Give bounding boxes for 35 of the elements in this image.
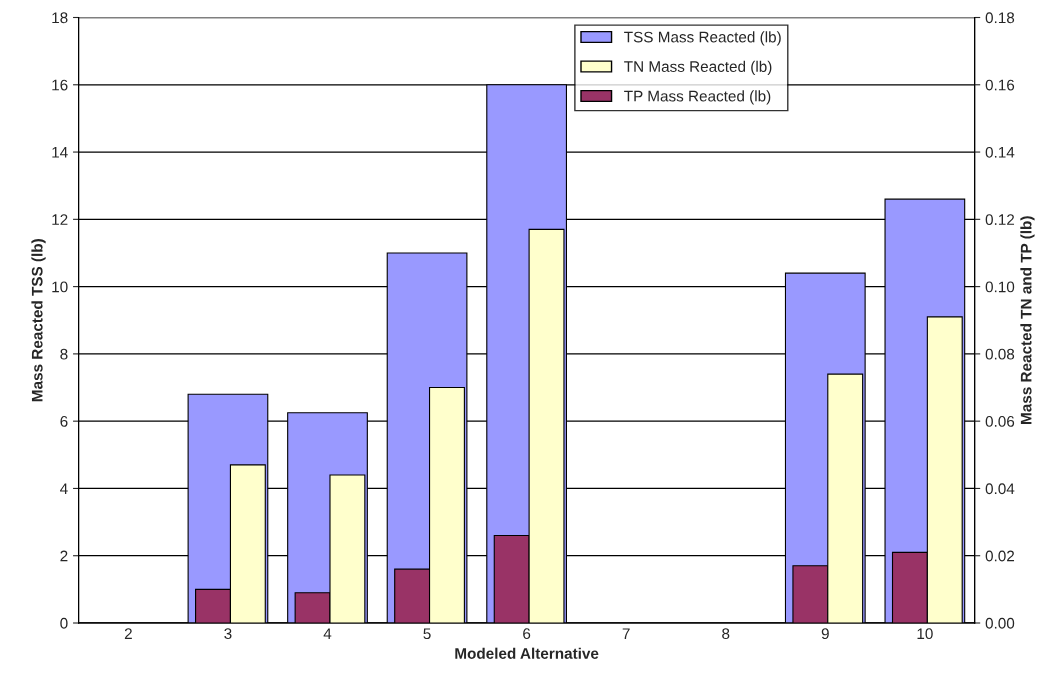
y-tick-label: 14 (52, 147, 68, 158)
y2-axis-title: Mass Reacted TN and TP (lb) (1020, 216, 1035, 424)
y-tick-label: 12 (52, 214, 68, 225)
x-tick-label: 10 (917, 628, 933, 640)
y-tick-label: 0 (60, 617, 68, 629)
x-tick-label: 8 (722, 628, 730, 640)
y2-tick-label: 0.14 (985, 146, 1015, 158)
y-axis-title: Mass Reacted TSS (lb) (31, 239, 46, 402)
y2-tick-label: 0.08 (985, 348, 1015, 360)
x-tick-label: 5 (423, 628, 431, 640)
x-tick-label: 6 (523, 628, 531, 640)
y2-tick-label: 0.04 (985, 483, 1015, 495)
legend-label: TSS Mass Reacted (lb) (624, 31, 781, 46)
y-tick-label: 18 (52, 12, 68, 24)
y2-tick-label: 0.10 (985, 281, 1015, 293)
x-tick-label: 2 (124, 628, 132, 639)
y-tick-label: 4 (60, 483, 68, 494)
x-tick-label: 9 (821, 628, 829, 640)
legend-label: TN Mass Reacted (lb) (624, 60, 772, 75)
y2-tick-label: 0.02 (985, 550, 1015, 562)
y-tick-label: 8 (60, 348, 68, 360)
x-tick-label: 4 (323, 628, 332, 639)
legend-label: TP Mass Reacted (lb) (624, 90, 771, 105)
y2-tick-label: 0.12 (985, 214, 1015, 226)
y2-tick-label: 0.18 (985, 12, 1015, 24)
y-tick-label: 6 (60, 416, 68, 427)
y-tick-label: 10 (52, 281, 68, 293)
x-tick-label: 7 (622, 628, 630, 639)
x-tick-label: 3 (224, 628, 232, 640)
y2-tick-label: 0.16 (985, 79, 1015, 91)
y-tick-label: 2 (60, 550, 68, 562)
y2-tick-label: 0.00 (985, 617, 1015, 629)
y2-tick-label: 0.06 (985, 416, 1015, 427)
x-axis-title: Modeled Alternative (455, 647, 599, 659)
y-tick-label: 16 (52, 79, 68, 91)
